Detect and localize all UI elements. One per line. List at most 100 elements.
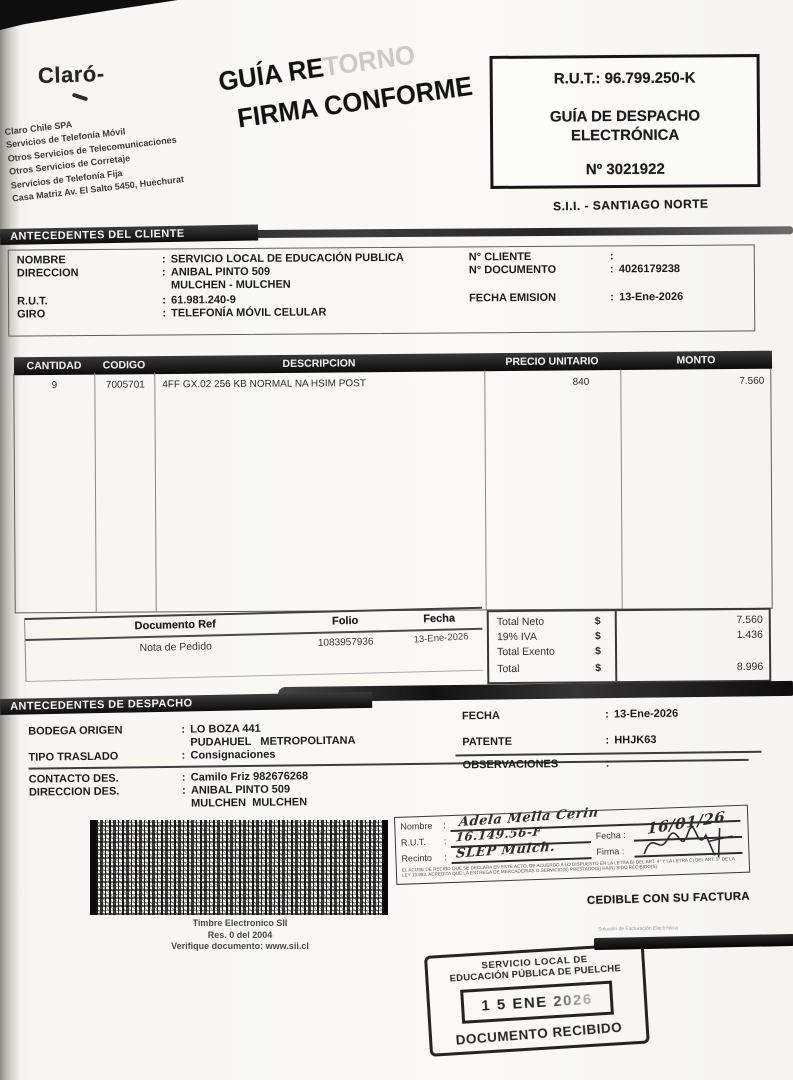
- cell-monto: 7.560: [739, 375, 765, 387]
- client-giro-row: GIRO : TELEFONÍA MÓVIL CELULAR: [17, 306, 326, 320]
- stamp-text-clear: GUÍA RE: [216, 52, 326, 97]
- scan-left-edge-shadow: [0, 0, 20, 1080]
- cedible-label: CEDIBLE CON SU FACTURA: [586, 890, 751, 907]
- cell-codigo: 7005701: [105, 379, 145, 391]
- field-label: GIRO: [17, 308, 46, 321]
- table-row: 9 7005701 4FF GX.02 256 KB NORMAL NA HSI…: [14, 376, 770, 391]
- tipo-traslado-row: TIPO TRASLADO : Consignaciones: [28, 749, 275, 764]
- ref-cell-documento: Nota de Pedido: [139, 640, 213, 655]
- field-value: Consignaciones: [190, 748, 276, 762]
- scan-top-corner-artifact: [0, 0, 178, 30]
- column-divider: [484, 370, 487, 610]
- field-value: ANIBAL PINTO 509: [170, 265, 271, 279]
- claro-logo: Claró-: [37, 60, 105, 89]
- timbre-caption: Timbre Electronico SII Res. 0 del 2004 V…: [105, 918, 375, 953]
- rut-label: R.U.T.: [400, 836, 427, 848]
- client-ncliente-row: N° CLIENTE :: [469, 250, 619, 263]
- fecha-label: Fecha :: [595, 829, 626, 841]
- field-colon: :: [181, 723, 186, 736]
- column-header-monto: MONTO: [676, 354, 716, 367]
- column-divider: [620, 369, 623, 609]
- field-label: DIRECCION: [16, 267, 79, 280]
- field-colon: :: [181, 771, 186, 784]
- client-section-header: ANTECEDENTES DEL CLIENTE: [0, 224, 259, 245]
- field-colon: :: [181, 749, 186, 762]
- receipt-signature-box: Nombre : Adela Mella Cerin R.U.T. : 16.1…: [394, 804, 751, 885]
- client-info-box: NOMBRE : SERVICIO LOCAL DE EDUCACIÓN PUB…: [7, 244, 756, 337]
- signature-scribble: [643, 826, 733, 858]
- totals-divider: [614, 611, 617, 682]
- total-label: Total: [497, 662, 520, 676]
- field-label: FECHA: [461, 709, 500, 723]
- column-header-codigo: CODIGO: [102, 359, 146, 372]
- field-value: SERVICIO LOCAL DE EDUCACIÓN PUBLICA: [170, 251, 404, 266]
- document-number: Nº 3021922: [585, 160, 665, 179]
- field-label: CONTACTO DES.: [28, 772, 119, 786]
- field-label: TIPO TRASLADO: [28, 750, 119, 764]
- field-value: ANIBAL PINTO 509: [190, 783, 291, 797]
- field-colon: :: [609, 263, 614, 276]
- field-colon: :: [609, 250, 614, 263]
- field-value: 4026179238: [618, 262, 681, 276]
- total-neto-value: 7.560: [736, 613, 763, 627]
- field-value: 13-Ene-2026: [619, 290, 684, 304]
- total-exento-label: Total Exento: [496, 645, 555, 659]
- field-colon: :: [443, 836, 447, 847]
- ref-cell-folio: 1083957936: [317, 636, 374, 649]
- issuer-rut: R.U.T.: 96.799.250-K: [553, 69, 696, 88]
- rut-document-box: R.U.T.: 96.799.250-K GUÍA DE DESPACHO EL…: [489, 54, 761, 189]
- timbre-caption-line: Res. 0 del 2004: [207, 929, 273, 940]
- iva-value: 1.436: [736, 628, 763, 642]
- stamp-text-faded: TORNO: [321, 39, 417, 83]
- column-divider: [94, 372, 97, 612]
- field-value: Camilo Friz 982676268: [190, 770, 309, 784]
- document-type-line1: GUÍA DE DESPACHO: [549, 107, 701, 126]
- ref-header-documento: Documento Ref: [134, 618, 216, 633]
- field-colon: :: [605, 734, 610, 747]
- field-colon: :: [605, 757, 610, 770]
- field-value: HHJK63: [614, 733, 657, 747]
- field-value: PUDAHUEL METROPOLITANA: [190, 734, 356, 749]
- field-label: OBSERVACIONES: [462, 758, 559, 772]
- dispatch-rule: [455, 750, 762, 756]
- cell-cantidad: 9: [51, 380, 58, 392]
- documento-recibido-stamp: SERVICIO LOCAL DE EDUCACIÓN PÚBLICA DE P…: [424, 942, 650, 1057]
- client-ndocumento-row: N° DOCUMENTO : 4026179238: [469, 263, 680, 276]
- field-label: PATENTE: [462, 735, 513, 749]
- direccion-destino-row2: MULCHEN MULCHEN: [191, 796, 307, 809]
- field-label: DIRECCION DES.: [28, 785, 120, 799]
- iva-label: 19% IVA: [496, 630, 538, 644]
- field-label: BODEGA ORIGEN: [28, 724, 123, 738]
- scan-ink-fleck: [71, 92, 89, 102]
- client-direccion-row2: MULCHEN - MULCHEN: [171, 279, 291, 292]
- column-divider: [154, 372, 157, 612]
- field-value: 13-Ene-2026: [613, 707, 679, 721]
- totals-box: Total Neto $ 7.560 19% IVA $ 1.436 Total…: [486, 607, 772, 685]
- dispatch-section-header: ANTECEDENTES DE DESPACHO: [0, 691, 373, 715]
- field-label: N° CLIENTE: [468, 250, 532, 264]
- field-colon: :: [443, 820, 447, 831]
- column-header-cantidad: CANTIDAD: [26, 359, 82, 373]
- total-neto-label: Total Neto: [496, 615, 545, 629]
- field-colon: :: [162, 307, 167, 320]
- client-direccion-row: DIRECCION : ANIBAL PINTO 509: [17, 266, 270, 280]
- firma-label: Firma :: [596, 845, 625, 857]
- field-colon: :: [162, 294, 166, 307]
- field-label: R.U.T.: [17, 295, 48, 308]
- field-colon: :: [161, 253, 166, 266]
- recinto-label: Recinto: [401, 852, 433, 864]
- sii-office-label: S.I.I. - SANTIAGO NORTE: [552, 196, 709, 214]
- field-value: 61.981.240-9: [171, 294, 236, 307]
- items-table-body: 9 7005701 4FF GX.02 256 KB NORMAL NA HSI…: [13, 368, 773, 614]
- dispatch-fecha-row: FECHA : 13-Ene-2026: [462, 708, 678, 723]
- bodega-origen-row2: PUDAHUEL METROPOLITANA: [190, 735, 355, 749]
- ref-header-fecha: Fecha: [423, 612, 456, 626]
- cell-precio-unitario: 840: [572, 376, 590, 388]
- ref-header-folio: Folio: [331, 614, 359, 628]
- currency-sign: $: [594, 645, 601, 658]
- observaciones-row: OBSERVACIONES :: [462, 757, 615, 772]
- field-value: MULCHEN MULCHEN: [190, 796, 308, 810]
- currency-sign: $: [594, 615, 601, 628]
- client-nombre-row: NOMBRE : SERVICIO LOCAL DE EDUCACIÓN PUB…: [17, 252, 404, 267]
